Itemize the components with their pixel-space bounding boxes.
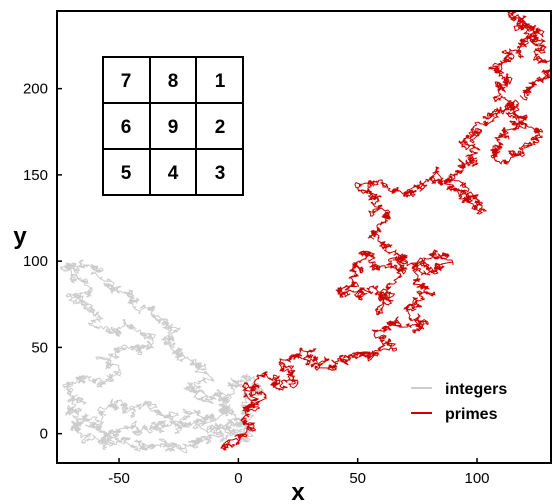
legend-label-integers: integers	[445, 381, 507, 398]
plot-frame	[56, 10, 552, 464]
y-tick-label: 0	[40, 426, 48, 443]
grid-cell-r2c1: 4	[168, 163, 179, 184]
x-tick-label: 50	[349, 470, 366, 487]
x-tick-label: 100	[465, 470, 490, 487]
y-tick-label: 150	[23, 167, 48, 184]
series-line-integers	[59, 259, 265, 454]
series-line-primes	[220, 11, 551, 451]
grid-cell-r0c2: 1	[215, 71, 226, 92]
x-tick-label: -50	[108, 470, 130, 487]
legend-label-primes: primes	[445, 406, 498, 423]
grid-cell-r1c1: 9	[168, 117, 179, 138]
grid-cell-r2c2: 3	[215, 163, 226, 184]
series-layer	[59, 11, 551, 454]
grid-cell-r0c0: 7	[121, 71, 132, 92]
grid-cell-r2c0: 5	[121, 163, 132, 184]
inset-grid: 7 8 1 6 9 2 5 4 3	[102, 56, 244, 196]
tick-layer: -50 0 50 100 0 50 100 150 200	[23, 81, 490, 487]
inset-grid-frame	[102, 56, 244, 196]
grid-cell-r1c2: 2	[215, 117, 226, 138]
y-tick-label: 50	[31, 339, 48, 356]
grid-cell-r1c0: 6	[121, 117, 132, 138]
y-tick-label: 200	[23, 81, 48, 98]
legend: integers primes	[411, 381, 507, 423]
x-tick-label: 0	[234, 470, 242, 487]
y-axis-title: y	[13, 223, 27, 250]
y-tick-label: 100	[23, 253, 48, 270]
grid-cell-r0c1: 8	[168, 71, 179, 92]
x-axis-title: x	[291, 479, 305, 504]
